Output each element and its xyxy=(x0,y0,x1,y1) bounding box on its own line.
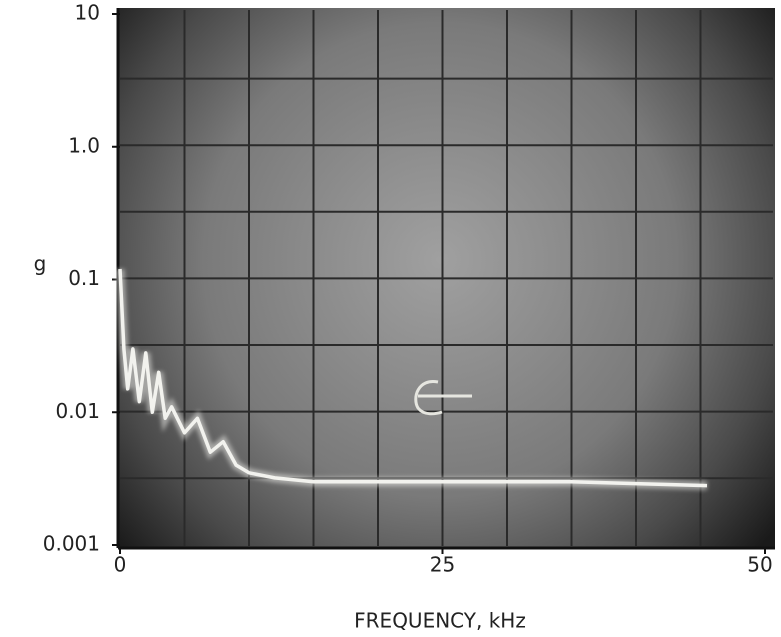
y-tick-label: 0.1 xyxy=(68,266,100,290)
y-tick-label: 0.001 xyxy=(43,532,100,556)
x-tick-label: 0 xyxy=(114,553,127,577)
y-tick-label: 1.0 xyxy=(68,133,100,157)
graticule xyxy=(120,10,773,546)
y-tick-label: 0.01 xyxy=(55,399,100,423)
y-tick-label: 10 xyxy=(75,1,100,25)
trace xyxy=(118,268,708,488)
cursor-marker xyxy=(414,380,472,416)
x-tick-label: 50 xyxy=(747,553,772,577)
x-axis-label: FREQUENCY, kHz xyxy=(354,609,526,633)
y-axis-label: g xyxy=(34,252,47,276)
x-tick-label: 25 xyxy=(430,553,455,577)
